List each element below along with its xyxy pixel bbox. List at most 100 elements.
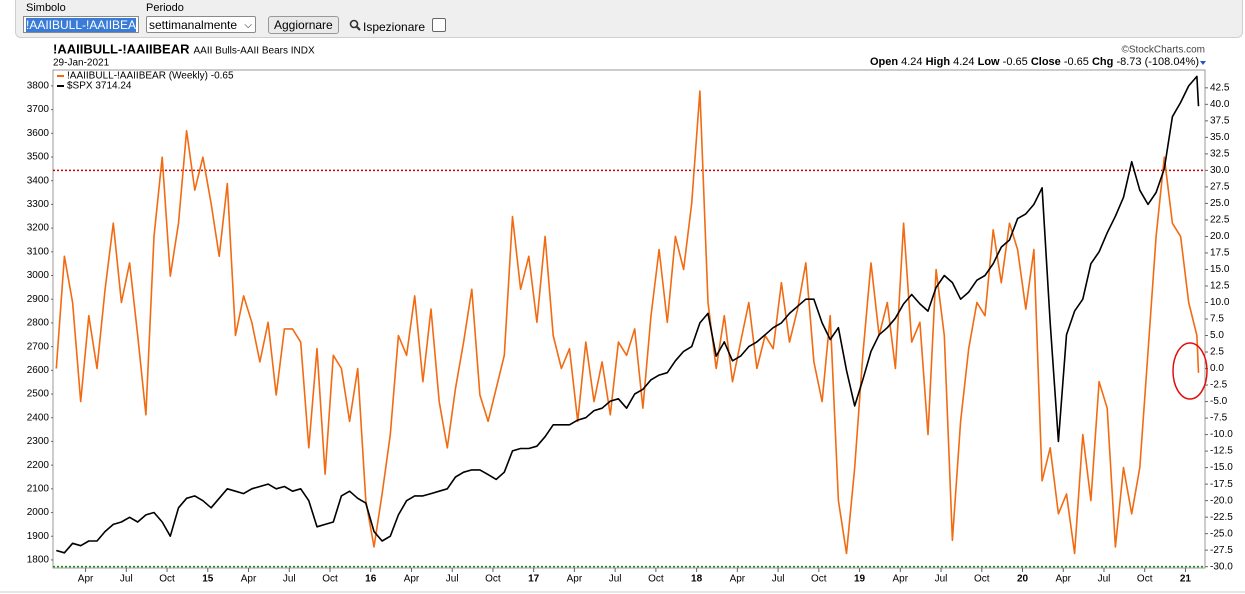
x-tick-label: Apr xyxy=(893,574,909,585)
period-select[interactable]: settimanalmente ⌵ xyxy=(146,16,256,33)
quote-label: Low xyxy=(977,56,1000,68)
y2-tick-label: -20.0 xyxy=(1210,495,1233,506)
y2-tick-label: 15.0 xyxy=(1210,264,1230,275)
x-tick-label: Jul xyxy=(120,574,133,585)
y-tick-label: 2300 xyxy=(27,436,50,447)
symbol-input[interactable]: !AAIIBULL-!AAIIBEA xyxy=(23,16,139,33)
y-tick-label: 3100 xyxy=(27,246,50,257)
y-tick-label: 3300 xyxy=(27,199,50,210)
y2-tick-label: -17.5 xyxy=(1210,479,1233,490)
x-tick-label: 20 xyxy=(1017,574,1029,585)
y2-tick-label: -30.0 xyxy=(1210,561,1233,572)
y-tick-label: 2700 xyxy=(27,341,50,352)
quote-value: -8.73 xyxy=(1116,56,1142,68)
legend-label: $SPX 3714.24 xyxy=(67,81,132,92)
y-tick-label: 2400 xyxy=(27,412,50,423)
y-tick-label: 2000 xyxy=(27,507,50,518)
chart-subtitle: AAII Bulls-AAII Bears INDX xyxy=(193,46,314,57)
marks: 1800 1900 2000 2100 2200 2300 2400 2500 2600 2700… xyxy=(27,71,1233,585)
y-tick-label: 3400 xyxy=(27,175,50,186)
y-tick-label: 2800 xyxy=(27,318,50,329)
y2-tick-label: -15.0 xyxy=(1210,462,1233,473)
chart-title: !AAIIBULL-!AAIIBEAR xyxy=(53,41,190,56)
x-tick-label: Jul xyxy=(935,574,948,585)
y2-tick-label: 7.5 xyxy=(1210,314,1224,325)
series-line xyxy=(56,75,1200,554)
y2-tick-label: 2.5 xyxy=(1210,347,1224,358)
x-tick-label: Apr xyxy=(730,574,746,585)
quote-label: High xyxy=(925,56,951,68)
y2-tick-label: -2.5 xyxy=(1210,380,1228,391)
y2-tick-label: 27.5 xyxy=(1210,182,1230,193)
y-tick-label: 2600 xyxy=(27,365,50,376)
plot-area xyxy=(52,69,1206,569)
period-label: Periodo xyxy=(146,2,184,14)
y2-tick-label: -25.0 xyxy=(1210,528,1233,539)
y2-tick-label: 42.5 xyxy=(1210,82,1230,93)
x-tick-label: Oct xyxy=(159,574,175,585)
y-tick-label: 3500 xyxy=(27,152,50,163)
x-tick-label: 18 xyxy=(691,574,703,585)
y-tick-label: 3600 xyxy=(27,128,50,139)
y2-tick-label: 5.0 xyxy=(1210,330,1224,341)
y2-tick-label: -27.5 xyxy=(1210,545,1233,556)
update-button[interactable]: Aggiornare xyxy=(268,16,339,34)
dropdown-arrow: ⌵ xyxy=(244,20,252,31)
symbol-value: !AAIIBULL-!AAIIBEA xyxy=(26,18,137,32)
x-tick-label: Apr xyxy=(241,574,257,585)
x-tick-label: Apr xyxy=(78,574,94,585)
symbol-label: Simbolo xyxy=(26,2,66,14)
y2-tick-label: 17.5 xyxy=(1210,248,1230,259)
y-tick-label: 1800 xyxy=(27,555,50,566)
y2-tick-label: 37.5 xyxy=(1210,115,1230,126)
x-tick-label: Apr xyxy=(1055,574,1071,585)
period-value: settimanalmente xyxy=(149,18,238,32)
chart-date: 29-Jan-2021 xyxy=(53,58,110,69)
y2-tick-label: -22.5 xyxy=(1210,512,1233,523)
y2-tick-label: 20.0 xyxy=(1210,231,1230,242)
y-tick-label: 3800 xyxy=(27,81,50,92)
y2-tick-label: -5.0 xyxy=(1210,396,1228,407)
x-tick-label: Oct xyxy=(322,574,338,585)
x-tick-label: 15 xyxy=(202,574,214,585)
x-tick-label: Jul xyxy=(1098,574,1111,585)
y-tick-label: 2100 xyxy=(27,483,50,494)
quote-value: -0.65 xyxy=(1063,56,1089,68)
x-tick-label: Jul xyxy=(609,574,622,585)
quote-label: Open xyxy=(869,56,899,68)
y2-tick-label: 30.0 xyxy=(1210,165,1230,176)
highlight-circle xyxy=(1172,342,1208,400)
quote-value: 4.24 xyxy=(953,56,975,68)
y2-tick-label: -10.0 xyxy=(1210,429,1233,440)
x-tick-label: Oct xyxy=(485,574,501,585)
x-tick-label: Jul xyxy=(772,574,785,585)
y2-tick-label: -12.5 xyxy=(1210,446,1233,457)
y2-tick-label: -7.5 xyxy=(1210,413,1228,424)
x-tick-label: 19 xyxy=(854,574,866,585)
inspect-checkbox[interactable] xyxy=(432,18,446,32)
search-icon xyxy=(349,19,361,31)
quote-value: -0.65 xyxy=(1002,56,1028,68)
quote-line: Open 4.24 High 4.24 Low -0.65 Close -0.6… xyxy=(870,56,1199,68)
y2-tick-label: 22.5 xyxy=(1210,215,1230,226)
y2-tick-label: 25.0 xyxy=(1210,198,1230,209)
y2-tick-label: 12.5 xyxy=(1210,281,1230,292)
y-tick-label: 2200 xyxy=(27,460,50,471)
y-tick-label: 3700 xyxy=(27,104,50,115)
x-tick-label: Apr xyxy=(404,574,420,585)
quote-change-pct: (-108.04%) xyxy=(1144,56,1199,68)
series-line xyxy=(55,90,1200,555)
x-tick-label: Oct xyxy=(811,574,827,585)
y-tick-label: 3200 xyxy=(27,223,50,234)
quote-label: Chg xyxy=(1091,56,1114,68)
x-tick-label: Oct xyxy=(974,574,990,585)
source: ©StockCharts.com xyxy=(1121,45,1205,56)
y-tick-label: 3000 xyxy=(27,270,50,281)
x-tick-label: Oct xyxy=(648,574,664,585)
quote-value: 4.24 xyxy=(901,56,923,68)
x-tick-label: Apr xyxy=(567,574,583,585)
quote-label: Close xyxy=(1030,56,1061,68)
x-tick-label: 21 xyxy=(1180,574,1192,585)
